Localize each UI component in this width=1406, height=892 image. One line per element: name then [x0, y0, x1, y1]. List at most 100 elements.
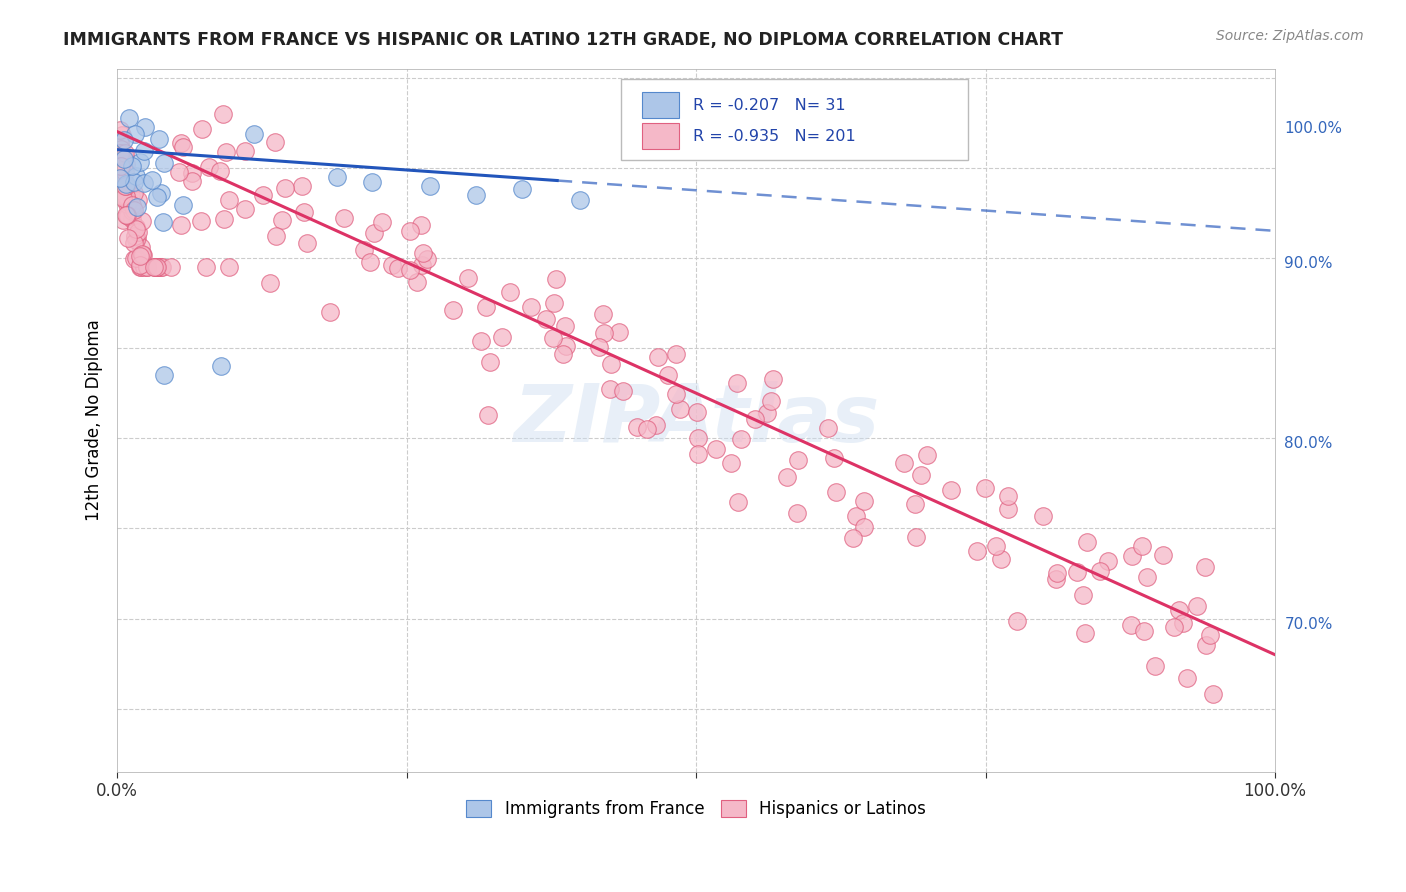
Point — [194, 260, 217, 274]
Point — [1066, 565, 1088, 579]
Point — [141, 173, 163, 187]
Point — [152, 156, 174, 170]
Point — [553, 347, 575, 361]
Point — [125, 169, 148, 183]
Point — [845, 508, 868, 523]
Point — [115, 157, 138, 171]
Point — [1185, 599, 1208, 613]
Point — [132, 176, 155, 190]
Text: 70.0%: 70.0% — [1284, 616, 1333, 632]
Point — [129, 155, 152, 169]
Point — [146, 260, 169, 274]
Point — [129, 258, 152, 272]
Point — [371, 215, 394, 229]
Text: 100.0%: 100.0% — [1284, 120, 1343, 136]
Point — [986, 539, 1008, 553]
Point — [990, 551, 1012, 566]
Point — [125, 220, 148, 235]
Point — [599, 382, 621, 396]
Point — [657, 368, 679, 383]
Point — [941, 483, 963, 498]
Legend: Immigrants from France, Hispanics or Latinos: Immigrants from France, Hispanics or Lat… — [460, 793, 932, 825]
Text: 80.0%: 80.0% — [1284, 436, 1333, 451]
Point — [142, 260, 165, 274]
Point — [129, 260, 152, 274]
Point — [665, 386, 688, 401]
Point — [110, 152, 132, 166]
Point — [170, 218, 193, 232]
Point — [457, 270, 479, 285]
Point — [1167, 602, 1189, 616]
Point — [218, 193, 240, 207]
Point — [131, 248, 153, 262]
Point — [491, 330, 513, 344]
Point — [499, 285, 522, 299]
Point — [997, 489, 1019, 503]
Point — [1045, 572, 1067, 586]
Point — [132, 260, 155, 274]
Point — [152, 368, 174, 383]
Point — [612, 384, 634, 398]
Point — [108, 165, 131, 179]
Point — [853, 520, 876, 534]
Point — [108, 175, 131, 189]
Point — [399, 263, 422, 277]
Point — [361, 175, 384, 189]
Text: 90.0%: 90.0% — [1284, 256, 1333, 271]
Point — [117, 195, 139, 210]
Point — [600, 357, 623, 371]
Point — [1097, 554, 1119, 568]
Point — [124, 175, 146, 189]
Point — [115, 178, 138, 193]
Point — [117, 196, 139, 211]
Point — [569, 193, 592, 207]
Point — [647, 350, 669, 364]
Point — [725, 376, 748, 390]
Point — [1088, 564, 1111, 578]
Point — [333, 211, 356, 226]
Point — [1073, 588, 1095, 602]
Point — [419, 178, 441, 193]
Point — [756, 406, 779, 420]
Point — [727, 495, 749, 509]
Point — [112, 133, 135, 147]
Point — [823, 450, 845, 465]
Point — [359, 255, 381, 269]
Point — [167, 165, 190, 179]
Point — [132, 144, 155, 158]
Point — [910, 468, 932, 483]
Point — [411, 219, 433, 233]
Point — [150, 260, 173, 274]
Point — [1130, 540, 1153, 554]
Point — [243, 127, 266, 141]
Point — [825, 485, 848, 500]
Point — [122, 203, 145, 218]
Point — [665, 347, 688, 361]
Point — [1173, 616, 1195, 631]
Point — [645, 417, 668, 432]
Point — [636, 422, 658, 436]
Point — [108, 151, 131, 165]
Point — [115, 189, 138, 203]
Point — [520, 301, 543, 315]
Point — [148, 132, 170, 146]
Point — [381, 258, 404, 272]
Point — [1194, 560, 1216, 574]
Point — [136, 260, 159, 274]
Point — [121, 212, 143, 227]
Point — [974, 481, 997, 495]
Point — [108, 136, 131, 150]
Point — [326, 169, 349, 184]
Point — [411, 258, 433, 272]
Point — [150, 186, 173, 200]
Point — [117, 208, 139, 222]
Point — [292, 205, 315, 219]
Point — [111, 128, 134, 143]
Point — [1195, 638, 1218, 652]
Point — [112, 152, 135, 166]
Point — [893, 456, 915, 470]
Point — [121, 198, 143, 212]
Point — [108, 145, 131, 160]
Point — [127, 200, 149, 214]
Point — [131, 214, 153, 228]
